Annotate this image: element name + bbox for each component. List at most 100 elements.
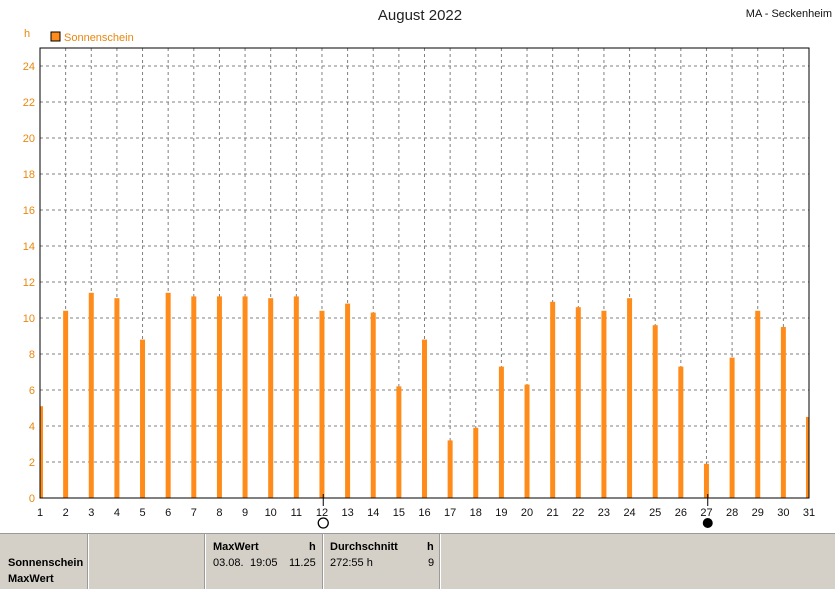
bar — [268, 298, 274, 498]
y-axis-unit: h — [24, 28, 30, 40]
x-tick-label: 27 — [700, 507, 712, 519]
row-label-sonnenschein: Sonnenschein — [8, 557, 84, 569]
maxwert-unit: h — [309, 541, 316, 553]
bar — [191, 296, 197, 498]
x-tick-label: 16 — [418, 507, 430, 519]
durchschnitt-header: Durchschnitt — [330, 541, 398, 553]
maxwert-section: MaxWert h 03.08. 19:05 11.25 — [206, 534, 322, 589]
maxwert-date: 03.08. — [213, 557, 244, 569]
bar — [652, 325, 658, 498]
y-tick-label: 14 — [23, 241, 35, 253]
y-tick-label: 6 — [29, 385, 35, 397]
maxwert-header: MaxWert — [213, 541, 259, 553]
bar — [498, 366, 504, 498]
bar — [678, 366, 684, 498]
legend-label: Sonnenschein — [64, 32, 134, 44]
bar — [422, 339, 427, 498]
x-tick-label: 1 — [37, 507, 43, 519]
x-tick-label: 9 — [242, 507, 248, 519]
bar — [780, 327, 786, 498]
durchschnitt-section: Durchschnitt h 272:55 h 9 — [324, 534, 439, 589]
bar — [319, 310, 325, 498]
x-tick-label: 26 — [675, 507, 687, 519]
divider — [204, 534, 206, 589]
x-tick-label: 11 — [291, 507, 302, 519]
x-tick-label: 6 — [165, 507, 171, 519]
y-tick-label: 10 — [23, 313, 35, 325]
bar — [242, 296, 248, 498]
divider — [87, 534, 89, 589]
chart-title: August 2022 — [378, 7, 462, 24]
x-tick-label: 8 — [216, 507, 222, 519]
bar — [729, 357, 735, 498]
bar — [550, 301, 556, 498]
x-tick-label: 5 — [139, 507, 145, 519]
new-moon-icon — [702, 518, 713, 528]
divider — [439, 534, 441, 589]
bar — [88, 292, 94, 498]
bar — [140, 339, 146, 498]
bar — [63, 310, 69, 498]
plot-frame — [39, 47, 810, 499]
full-moon-icon — [317, 517, 329, 529]
bar — [114, 298, 120, 498]
durchschnitt-unit: h — [427, 541, 434, 553]
bar — [345, 303, 351, 498]
x-tick-label: 19 — [495, 507, 507, 519]
bar — [473, 427, 479, 498]
y-tick-label: 2 — [29, 457, 35, 469]
summary-panel: Sonnenschein MaxWert MaxWert h 03.08. 19… — [0, 533, 835, 589]
bar — [601, 310, 607, 498]
bar — [524, 384, 530, 498]
x-tick-label: 13 — [341, 507, 353, 519]
x-tick-label: 15 — [393, 507, 405, 519]
durchschnitt-avg: 9 — [428, 557, 435, 569]
bar — [370, 312, 376, 498]
y-tick-label: 4 — [29, 421, 35, 433]
x-tick-labels: 1 2 3 4 5 6 7 8 9 10 11 12 13 14 15 16 17 18 19 20 21 22 23 24 2… — [37, 507, 815, 519]
y-tick-label: 18 — [23, 169, 35, 181]
bar — [755, 310, 761, 498]
y-tick-label: 12 — [23, 277, 35, 289]
y-tick-label: 8 — [29, 349, 35, 361]
divider — [322, 534, 324, 589]
x-tick-label: 25 — [649, 507, 661, 519]
row-labels: Sonnenschein MaxWert — [0, 534, 87, 589]
bar — [447, 440, 453, 498]
x-tick-label: 10 — [265, 507, 277, 519]
bar — [293, 296, 299, 498]
bar — [165, 292, 171, 498]
row-label-maxwert: MaxWert — [8, 573, 54, 585]
x-tick-label: 21 — [547, 507, 559, 519]
x-tick-label: 23 — [598, 507, 610, 519]
sunshine-chart: August 2022 MA - Seckenheim h Sonnensche… — [23, 7, 832, 529]
x-tick-label: 24 — [623, 507, 635, 519]
x-tick-label: 30 — [777, 507, 789, 519]
x-tick-label: 22 — [572, 507, 584, 519]
station-name: MA - Seckenheim — [746, 8, 832, 20]
x-tick-label: 17 — [444, 507, 456, 519]
x-tick-label: 14 — [367, 507, 379, 519]
y-tick-label: 22 — [23, 97, 35, 109]
x-tick-label: 2 — [63, 507, 69, 519]
x-tick-label: 3 — [88, 507, 94, 519]
bar — [806, 417, 809, 498]
x-tick-label: 7 — [191, 507, 197, 519]
moon-phase-markers — [317, 494, 713, 529]
y-tick-label: 0 — [29, 493, 35, 505]
maxwert-value: 11.25 — [289, 557, 316, 569]
maxwert-time: 19:05 — [250, 557, 278, 569]
bars-group — [40, 292, 809, 498]
bar — [216, 296, 222, 498]
durchschnitt-sum: 272:55 h — [330, 557, 373, 569]
y-tick-label: 20 — [23, 133, 35, 145]
x-tick-label: 12 — [316, 507, 328, 519]
legend-swatch — [50, 31, 61, 42]
x-tick-label: 28 — [726, 507, 738, 519]
bar — [575, 307, 581, 498]
x-tick-label: 18 — [470, 507, 482, 519]
bar — [703, 463, 709, 498]
x-tick-label: 4 — [114, 507, 120, 519]
bar — [627, 298, 633, 498]
